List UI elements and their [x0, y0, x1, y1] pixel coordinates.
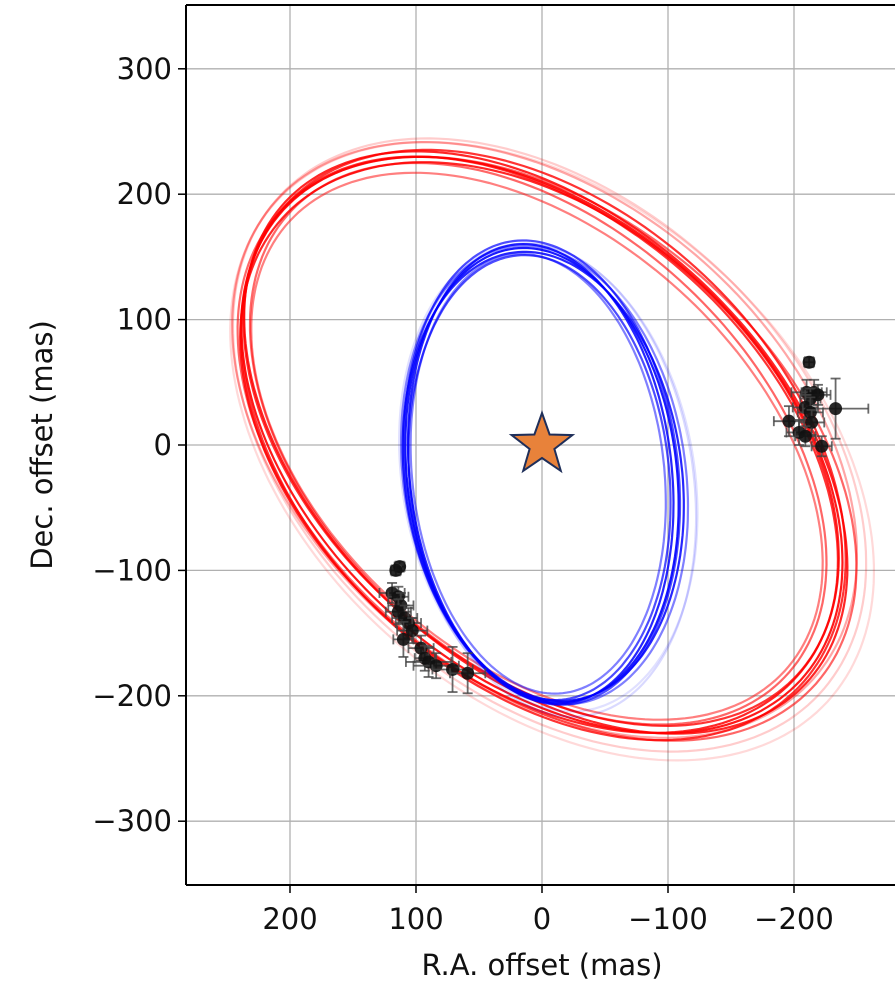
- orbit-draw-1-6: [402, 242, 698, 718]
- y-axis-label: Dec. offset (mas): [25, 320, 59, 570]
- observation-marker: [829, 402, 843, 416]
- observation-points: [378, 355, 870, 695]
- observation-point: [772, 405, 805, 438]
- orbit-draw-0-9: [229, 140, 876, 762]
- observation-point: [802, 355, 816, 369]
- y-tick-label: 0: [154, 428, 172, 462]
- y-tick-label: 100: [117, 303, 172, 337]
- x-tick-label: −200: [754, 902, 834, 936]
- x-tick-label: 100: [388, 902, 443, 936]
- observation-point: [389, 563, 403, 577]
- x-tick-label: 0: [533, 902, 551, 936]
- observation-marker: [782, 414, 796, 428]
- orbit-curves: [229, 137, 876, 762]
- orbit-draw-1-8: [409, 252, 667, 695]
- host-star-layer: [508, 409, 576, 474]
- orbit-draw-0-10: [250, 171, 824, 721]
- orbit-draw-1-7: [397, 242, 699, 713]
- orbit-draw-0-0: [240, 155, 844, 735]
- x-tick-label: 200: [262, 902, 317, 936]
- host-star-icon: [508, 409, 576, 474]
- y-tick-label: −200: [92, 679, 172, 713]
- observation-marker: [802, 355, 816, 369]
- y-tick-label: −100: [92, 553, 172, 587]
- observation-marker: [798, 429, 812, 443]
- orbit-draw-1-5: [400, 244, 690, 706]
- orbit-draw-0-5: [236, 155, 858, 742]
- x-axis-ticks: 200 100 0 −100 −200: [262, 885, 834, 936]
- y-tick-label: −300: [92, 804, 172, 838]
- observation-marker: [811, 388, 825, 402]
- orbit-draw-1-1: [406, 242, 675, 705]
- y-axis-ticks: 300 200 100 0 −100 −200 −300: [92, 52, 186, 838]
- orbit-draw-0-4: [242, 155, 840, 728]
- observation-marker: [405, 624, 419, 638]
- x-tick-label: −100: [628, 902, 708, 936]
- orbit-draw-0-3: [239, 148, 847, 742]
- orbit-draw-0-7: [230, 140, 859, 739]
- observation-point: [392, 620, 415, 658]
- observation-point: [794, 425, 817, 448]
- observation-marker: [815, 439, 829, 453]
- orbit-draw-0-1: [243, 150, 849, 735]
- observation-point: [449, 652, 487, 695]
- plot-area: [229, 137, 876, 762]
- x-axis-label: R.A. offset (mas): [421, 948, 662, 982]
- observation-point: [810, 435, 833, 458]
- orbit-draw-0-8: [231, 137, 868, 753]
- y-tick-label: 200: [117, 177, 172, 211]
- observation-marker: [461, 666, 475, 680]
- observation-point: [396, 617, 429, 645]
- observation-marker: [396, 632, 410, 646]
- y-tick-label: 300: [117, 52, 172, 86]
- observation-marker: [389, 563, 403, 577]
